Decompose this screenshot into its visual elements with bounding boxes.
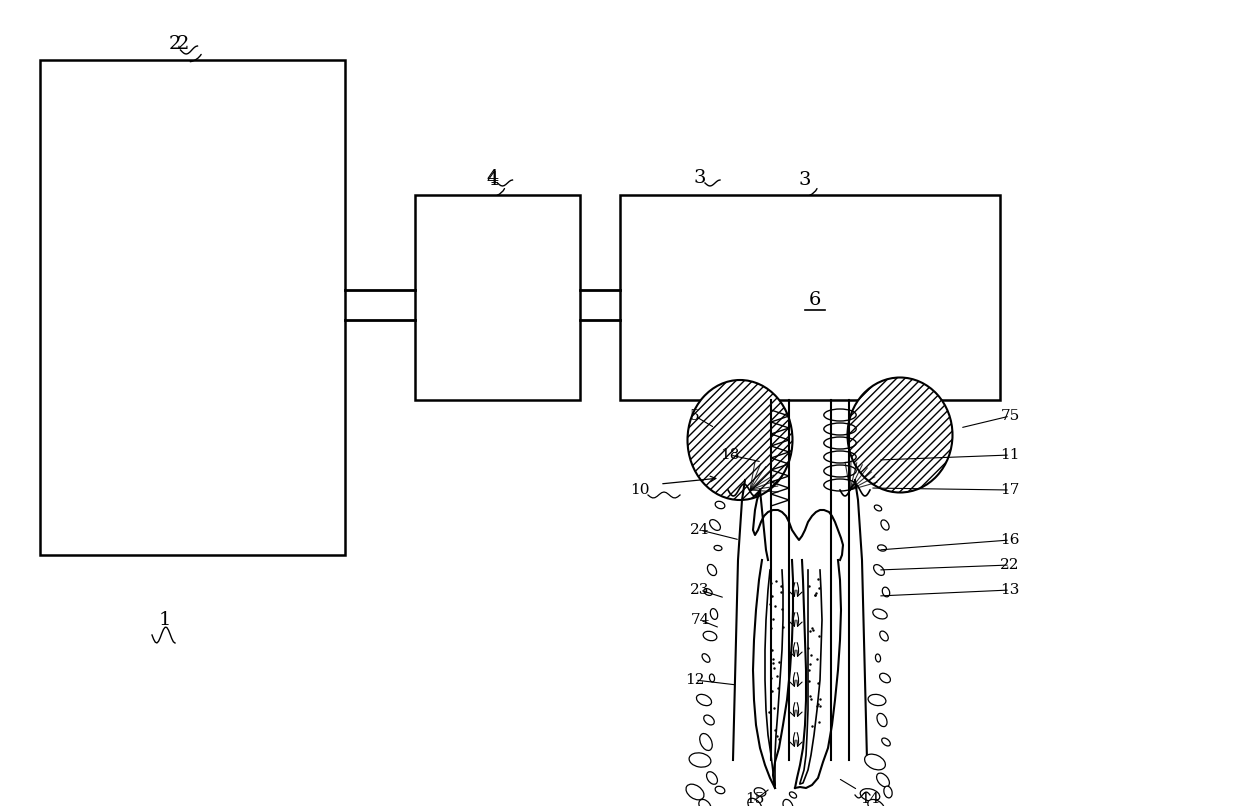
Text: 2: 2 <box>169 35 181 53</box>
Ellipse shape <box>703 631 717 641</box>
Ellipse shape <box>699 800 712 806</box>
Ellipse shape <box>711 609 718 619</box>
Text: 4: 4 <box>486 171 498 189</box>
Ellipse shape <box>687 380 792 500</box>
Ellipse shape <box>715 501 725 509</box>
Text: 14: 14 <box>861 792 879 806</box>
Text: 17: 17 <box>1001 483 1019 497</box>
Ellipse shape <box>868 694 885 705</box>
Text: 16: 16 <box>1001 533 1019 547</box>
Ellipse shape <box>704 715 714 725</box>
Ellipse shape <box>879 673 890 683</box>
Ellipse shape <box>697 694 712 706</box>
Ellipse shape <box>715 787 725 794</box>
Ellipse shape <box>875 654 880 662</box>
Ellipse shape <box>709 674 714 682</box>
Ellipse shape <box>874 565 884 575</box>
FancyArrowPatch shape <box>497 189 505 195</box>
Ellipse shape <box>874 505 882 511</box>
Ellipse shape <box>790 792 796 798</box>
Ellipse shape <box>699 733 712 750</box>
Text: 10: 10 <box>630 483 650 497</box>
Text: 23: 23 <box>691 583 709 597</box>
Text: 22: 22 <box>1001 558 1019 572</box>
Text: 15: 15 <box>745 792 765 806</box>
Text: 1: 1 <box>159 611 171 629</box>
Ellipse shape <box>707 564 717 575</box>
Ellipse shape <box>864 754 885 770</box>
Bar <box>40 60 345 555</box>
Ellipse shape <box>689 753 711 767</box>
Ellipse shape <box>686 784 704 800</box>
Ellipse shape <box>754 787 766 796</box>
Bar <box>620 195 999 400</box>
Ellipse shape <box>704 588 712 596</box>
Text: 13: 13 <box>1001 583 1019 597</box>
Text: 4: 4 <box>486 169 498 187</box>
Ellipse shape <box>868 800 884 806</box>
Text: 3: 3 <box>693 169 707 187</box>
Text: 18: 18 <box>720 448 740 462</box>
Ellipse shape <box>879 631 888 641</box>
Ellipse shape <box>882 738 890 746</box>
FancyArrowPatch shape <box>190 55 201 62</box>
Text: 2: 2 <box>176 35 188 53</box>
Text: 5: 5 <box>691 409 699 423</box>
Ellipse shape <box>880 520 889 530</box>
Bar <box>415 195 580 400</box>
Text: 24: 24 <box>691 523 709 537</box>
Text: 11: 11 <box>1001 448 1019 462</box>
Ellipse shape <box>714 546 722 550</box>
Ellipse shape <box>861 788 880 801</box>
Ellipse shape <box>702 654 711 663</box>
Ellipse shape <box>878 545 887 551</box>
Ellipse shape <box>748 798 763 806</box>
Ellipse shape <box>873 609 887 619</box>
Text: 74: 74 <box>691 613 709 627</box>
Ellipse shape <box>877 713 887 727</box>
Text: 6: 6 <box>808 291 821 309</box>
Ellipse shape <box>709 520 720 530</box>
Ellipse shape <box>847 377 952 492</box>
Ellipse shape <box>782 800 794 806</box>
FancyArrowPatch shape <box>810 189 817 195</box>
Ellipse shape <box>877 773 889 787</box>
Text: 3: 3 <box>799 171 811 189</box>
Ellipse shape <box>883 587 890 597</box>
Ellipse shape <box>884 786 892 798</box>
Ellipse shape <box>707 771 718 784</box>
Text: 75: 75 <box>1001 409 1019 423</box>
Text: 12: 12 <box>686 673 704 687</box>
